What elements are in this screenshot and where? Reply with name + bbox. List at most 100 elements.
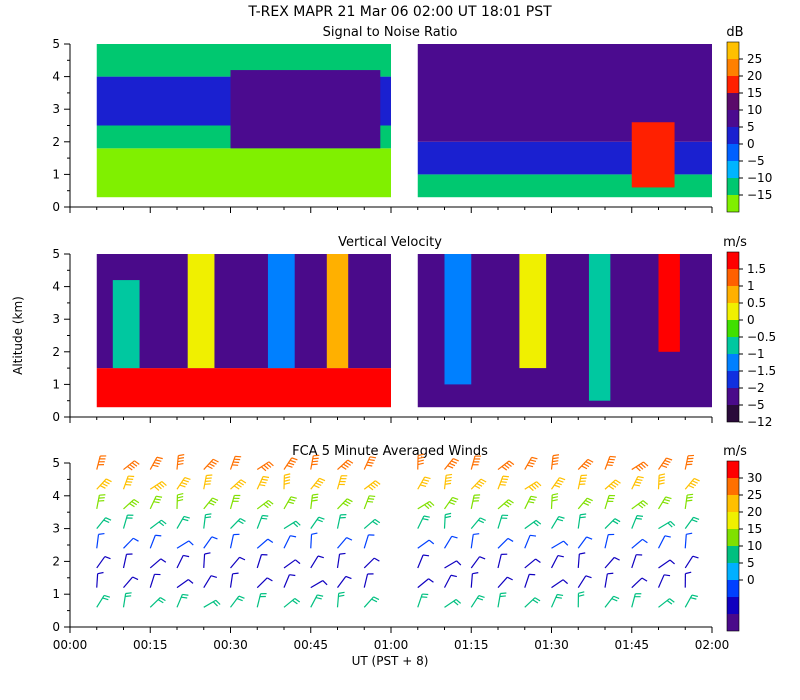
wind-barb-flag (528, 501, 535, 504)
wind-barb-flag (206, 465, 213, 470)
winds-colorbar-label: 10 (747, 539, 762, 553)
wind-barb (363, 534, 375, 549)
wind-barb-flag (687, 493, 694, 496)
wind-barb-flag (444, 482, 452, 485)
wind-barb-staff (604, 557, 615, 569)
vv-colorbar-label: 1.5 (747, 262, 766, 276)
vv-ytick-label: 2 (52, 345, 60, 359)
winds-colorbar-segment (727, 563, 739, 580)
wind-barb (176, 579, 194, 589)
wind-barb-flag (659, 473, 666, 476)
wind-barb (176, 554, 190, 569)
wind-barb-flag (157, 599, 164, 604)
vv-colorbar-label: −2 (747, 381, 765, 395)
winds-ytick-label: 0 (52, 620, 60, 634)
wind-barb-flag (638, 464, 644, 470)
wind-barb-flag (343, 463, 349, 468)
vv-ytick-label: 4 (52, 280, 60, 294)
wind-barb-staff (524, 574, 530, 588)
winds-colorbar-label: 20 (747, 505, 762, 519)
wind-barb (256, 475, 270, 490)
wind-barb-flag (445, 476, 452, 479)
wind-barb (203, 513, 212, 529)
wind-barb (550, 516, 565, 529)
wind-barb (203, 497, 219, 510)
wind-barb-staff (310, 594, 318, 608)
wind-barb-staff (443, 574, 452, 588)
wind-barb-flag (179, 484, 186, 488)
wind-barb (417, 593, 429, 608)
wind-barb-flag (664, 459, 671, 464)
wind-barb (443, 512, 452, 529)
wind-barb-staff (497, 554, 502, 569)
wind-barb-flag (693, 477, 700, 482)
wind-barb-flag (552, 454, 560, 457)
wind-barb-flag (551, 463, 559, 466)
wind-barb (96, 571, 104, 588)
wind-barb (123, 537, 139, 549)
snr-colorbar-label: −5 (747, 154, 765, 168)
wind-barb (577, 591, 585, 608)
wind-barb-flag (636, 478, 643, 482)
wind-barb-flag (506, 462, 512, 467)
wind-barb-staff (310, 534, 313, 549)
wind-barb-staff (470, 573, 473, 588)
vv-ytick-label: 3 (52, 312, 60, 326)
vv-region (444, 254, 472, 385)
winds-colorbar-label: 25 (747, 488, 762, 502)
wind-barb-flag (292, 522, 299, 528)
wind-barb-flag (690, 597, 697, 600)
wind-barb-flag (507, 576, 513, 581)
wind-barb-flag (637, 503, 644, 509)
wind-barb-flag (500, 592, 507, 595)
wind-barb-flag (208, 463, 215, 467)
wind-barb-staff (96, 478, 107, 490)
wind-barb-flag (452, 496, 459, 501)
wind-barb (336, 552, 346, 569)
wind-barb (256, 461, 274, 472)
snr-ytick-label: 1 (52, 167, 60, 181)
wind-barb-flag (417, 456, 424, 460)
wind-barb-flag (315, 482, 322, 486)
vv-colorbar-segment (727, 405, 739, 422)
snr-colorbar: dB 25 20 15 10 5 0 −5 −10 −15 (726, 25, 772, 213)
wind-barb-staff (524, 481, 537, 490)
snr-colorbar-segment (727, 161, 739, 178)
wind-barb (470, 494, 481, 510)
wind-barb-staff (684, 534, 687, 549)
wind-barb-flag (103, 594, 111, 598)
wind-barb-flag (161, 481, 167, 486)
wind-barb-flag (212, 601, 218, 607)
wind-barb-staff (444, 497, 453, 510)
wind-barb (336, 513, 347, 529)
wind-barb-staff (149, 519, 162, 530)
wind-barb-staff (657, 574, 665, 588)
snr-panel: Signal to Noise Ratio 0 1 2 3 4 5 dB 25 20 15 10 5 0 −… (52, 25, 772, 214)
wind-barb (310, 516, 325, 529)
wind-barb (631, 515, 644, 529)
wind-barb-staff (417, 554, 424, 569)
wind-barb-flag (693, 516, 700, 520)
snr-colorbar-segment (727, 93, 739, 110)
wind-barb-flag (125, 595, 132, 598)
wind-barb-flag (640, 501, 646, 507)
wind-barb-flag (233, 485, 240, 490)
wind-barb (96, 555, 111, 569)
wind-barb-flag (342, 502, 349, 507)
wind-barb-staff (149, 558, 162, 569)
wind-barb (577, 474, 588, 490)
vv-colorbar-segment (727, 286, 739, 303)
wind-barb-staff (283, 496, 292, 510)
wind-barb (470, 572, 479, 588)
wind-barb (577, 575, 592, 588)
wind-barb (604, 556, 620, 569)
wind-barb (658, 457, 673, 470)
wind-barb-flag (578, 594, 585, 597)
wind-barb (658, 559, 675, 569)
wind-barb-staff (684, 494, 688, 510)
wind-barb-flag (237, 520, 244, 525)
wind-barb-flag (666, 600, 673, 605)
wind-barb-staff (497, 515, 503, 529)
wind-barb-staff (203, 575, 212, 588)
wind-barb-flag (562, 579, 568, 585)
